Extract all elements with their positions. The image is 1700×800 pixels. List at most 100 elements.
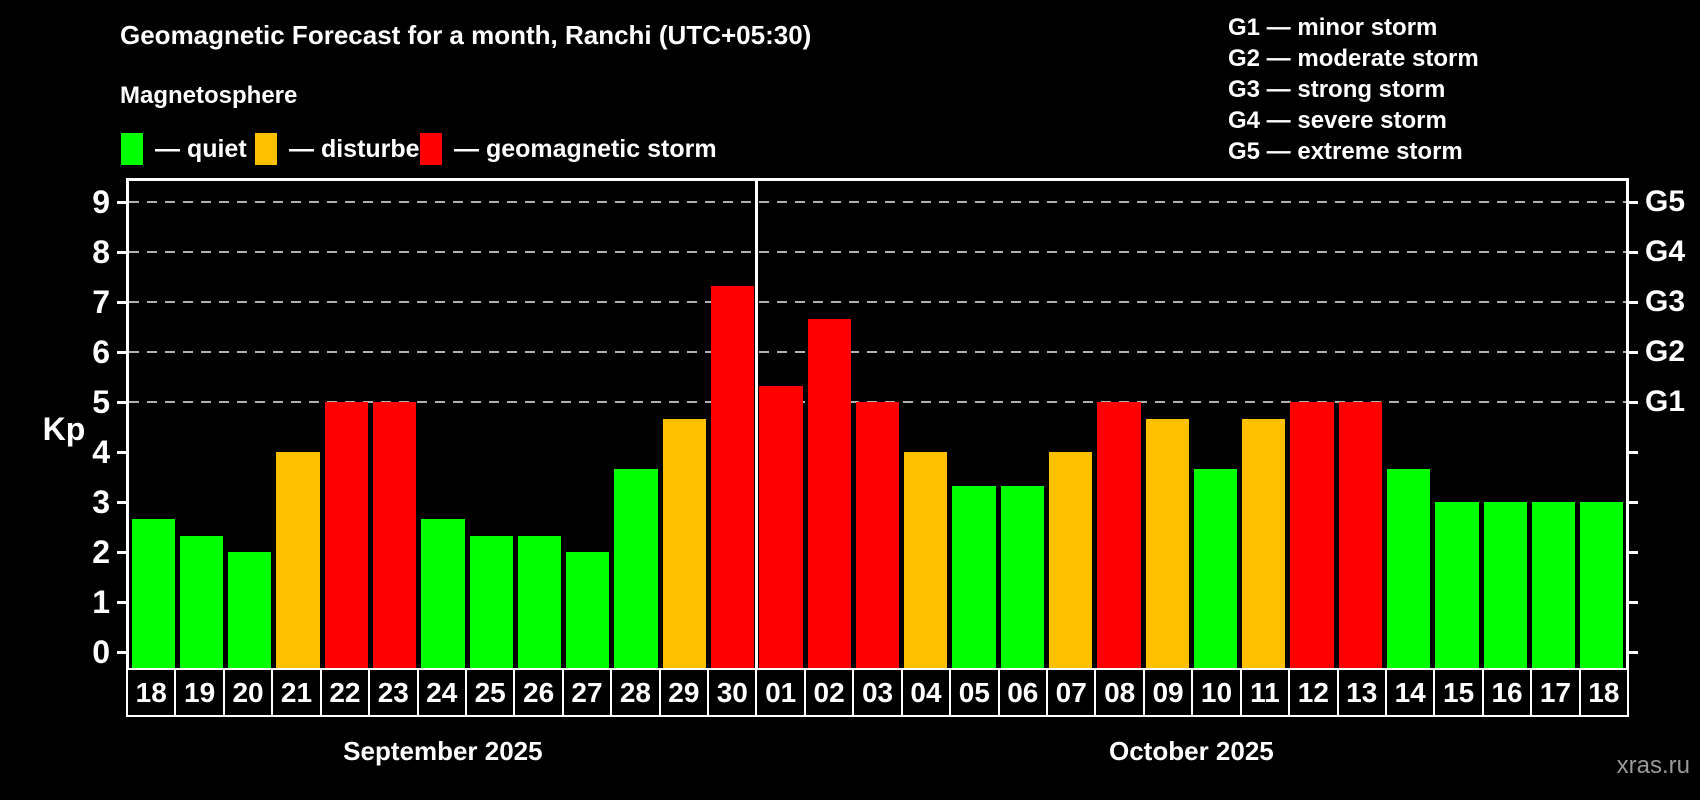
date-cell-30-12: 30 — [707, 668, 758, 717]
y-tick-label-3: 3 — [92, 484, 110, 520]
date-cell-09-21: 09 — [1142, 668, 1194, 717]
quiet-swatch — [121, 133, 143, 165]
kp-bar-27 — [566, 552, 610, 668]
date-cell-07-19: 07 — [1046, 668, 1097, 717]
kp-bar-26 — [517, 535, 562, 668]
y-tick-right-6 — [1629, 350, 1638, 354]
y-tick-label-6: 6 — [92, 334, 110, 370]
date-cell-03-15: 03 — [852, 668, 903, 717]
kp-bar-19 — [179, 535, 224, 668]
y-tick-left-4 — [117, 450, 126, 454]
kp-bar-28 — [614, 468, 658, 668]
y-tick-label-2: 2 — [92, 534, 110, 570]
date-cell-27-9: 27 — [561, 668, 613, 717]
date-cell-26-8: 26 — [513, 668, 564, 717]
disturbed-swatch — [255, 133, 277, 165]
y-tick-left-8 — [117, 250, 126, 254]
gridline-kp8 — [129, 251, 1626, 253]
date-cell-12-24: 12 — [1288, 668, 1339, 717]
kp-bar-25 — [469, 535, 513, 668]
y-tick-right-3 — [1629, 500, 1638, 504]
kp-bar-17 — [1531, 502, 1576, 668]
month-label-1: October 2025 — [1109, 736, 1274, 766]
y-tick-right-5 — [1629, 400, 1638, 404]
date-cell-19-1: 19 — [174, 668, 225, 717]
y-tick-label-0: 0 — [92, 634, 110, 670]
y-tick-label-4: 4 — [92, 434, 110, 470]
storm-swatch — [420, 133, 442, 165]
page-title: Geomagnetic Forecast for a month, Ranchi… — [120, 20, 812, 50]
gridline-kp9 — [129, 201, 1626, 203]
chart-subtitle: Magnetosphere — [120, 82, 298, 109]
kp-bar-20 — [228, 552, 272, 668]
y-tick-label-5: 5 — [92, 384, 110, 420]
kp-bar-01 — [759, 385, 803, 668]
date-cell-01-13: 01 — [755, 668, 806, 717]
y-tick-right-7 — [1629, 300, 1638, 304]
kp-bar-29 — [662, 418, 706, 668]
right-axis-label-G5: G5 — [1645, 185, 1686, 218]
y-tick-right-2 — [1629, 550, 1638, 554]
y-tick-right-9 — [1629, 200, 1638, 204]
month-label-0: September 2025 — [343, 736, 543, 766]
y-tick-label-7: 7 — [92, 284, 110, 320]
kp-bar-22 — [324, 402, 368, 668]
y-tick-label-1: 1 — [92, 584, 110, 620]
kp-bar-09 — [1145, 418, 1189, 668]
date-cell-14-26: 14 — [1384, 668, 1436, 717]
date-cell-18-30: 18 — [1578, 668, 1630, 717]
kp-bar-12 — [1290, 402, 1334, 668]
date-cell-13-25: 13 — [1336, 668, 1387, 717]
date-cell-10-22: 10 — [1191, 668, 1242, 717]
right-axis-label-G1: G1 — [1645, 385, 1686, 418]
date-cell-11-23: 11 — [1239, 668, 1291, 717]
right-axis-label-G4: G4 — [1645, 235, 1686, 268]
date-cell-18-0: 18 — [126, 668, 177, 717]
y-tick-left-1 — [117, 600, 126, 604]
date-cell-23-5: 23 — [368, 668, 419, 717]
right-axis-label-G3: G3 — [1645, 285, 1686, 318]
date-cell-02-14: 02 — [803, 668, 855, 717]
date-cell-16-28: 16 — [1481, 668, 1533, 717]
kp-bar-15 — [1435, 502, 1479, 668]
kp-bar-03 — [855, 402, 900, 668]
date-cell-04-16: 04 — [900, 668, 952, 717]
kp-bar-16 — [1483, 502, 1527, 668]
gridline-kp7 — [129, 301, 1626, 303]
storm-scale-line-3: G3 — strong storm — [1228, 76, 1446, 103]
date-cell-29-11: 29 — [658, 668, 710, 717]
y-tick-left-6 — [117, 350, 126, 354]
date-cell-22-4: 22 — [319, 668, 371, 717]
kp-bar-24 — [421, 518, 465, 668]
storm-scale-line-4: G4 — severe storm — [1228, 107, 1447, 134]
date-cell-15-27: 15 — [1433, 668, 1484, 717]
legend-item-quiet: — quiet — [121, 133, 247, 165]
date-cell-24-6: 24 — [416, 668, 467, 717]
kp-bar-07 — [1049, 452, 1093, 668]
legend-label-storm: — geomagnetic storm — [454, 134, 717, 163]
y-tick-right-4 — [1629, 450, 1638, 454]
kp-bar-02 — [807, 318, 851, 668]
date-cell-25-7: 25 — [464, 668, 516, 717]
date-cell-20-2: 20 — [222, 668, 274, 717]
y-tick-left-2 — [117, 550, 126, 554]
kp-bar-11 — [1242, 418, 1286, 668]
y-tick-right-1 — [1629, 600, 1638, 604]
kp-bar-04 — [904, 452, 948, 668]
right-axis-label-G2: G2 — [1645, 335, 1686, 368]
y-tick-left-0 — [117, 650, 126, 654]
y-tick-left-9 — [117, 200, 126, 204]
watermark: xras.ru — [1616, 752, 1690, 779]
date-cell-05-17: 05 — [949, 668, 1000, 717]
date-cell-17-29: 17 — [1530, 668, 1581, 717]
kp-bar-21 — [276, 452, 320, 668]
kp-bar-23 — [372, 402, 417, 668]
plot-area — [126, 178, 1629, 668]
month-separator — [755, 181, 759, 668]
legend-label-quiet: — quiet — [155, 134, 247, 163]
legend-item-storm: — geomagnetic storm — [420, 133, 717, 165]
storm-scale-line-5: G5 — extreme storm — [1228, 138, 1463, 165]
legend-item-disturbed: — disturbed — [255, 133, 435, 165]
y-axis-title: Kp — [42, 411, 86, 447]
y-tick-left-7 — [117, 300, 126, 304]
